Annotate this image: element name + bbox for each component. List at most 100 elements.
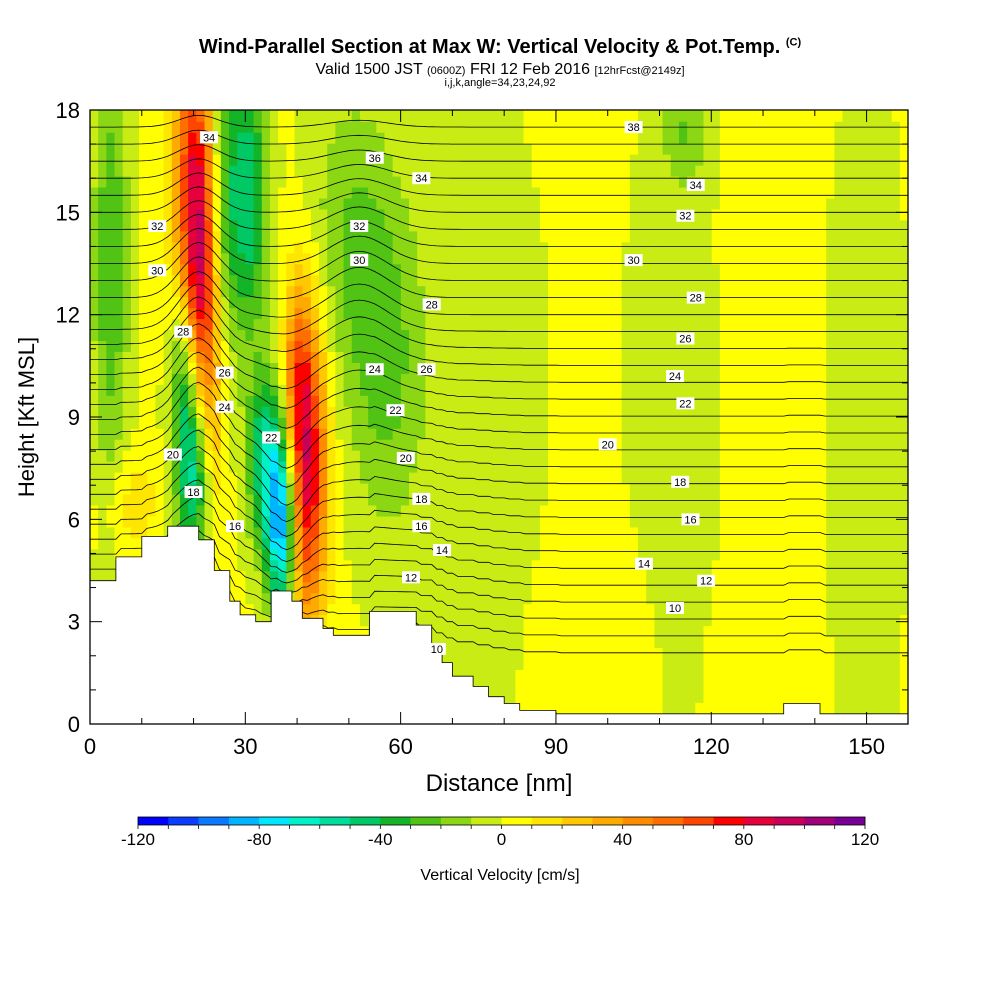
field-cell bbox=[678, 581, 688, 594]
field-cell bbox=[507, 636, 517, 649]
field-cell bbox=[597, 406, 607, 418]
field-cell bbox=[768, 395, 778, 407]
field-cell bbox=[90, 362, 99, 374]
field-cell bbox=[400, 581, 410, 594]
field-cell bbox=[588, 493, 598, 506]
field-cell bbox=[204, 318, 214, 331]
field-cell bbox=[531, 548, 541, 561]
field-cell bbox=[106, 384, 116, 396]
field-cell bbox=[368, 296, 378, 309]
field-cell bbox=[695, 142, 705, 155]
field-cell bbox=[163, 406, 173, 418]
field-cell bbox=[433, 395, 443, 407]
field-cell bbox=[613, 636, 623, 649]
field-cell bbox=[384, 373, 394, 385]
field-cell bbox=[106, 153, 116, 166]
field-cell bbox=[654, 131, 664, 144]
field-cell bbox=[482, 504, 492, 517]
field-cell bbox=[785, 219, 795, 232]
field-cell bbox=[515, 581, 525, 594]
field-cell bbox=[539, 406, 549, 418]
forecast-info: [12hrFcst@2149z] bbox=[594, 65, 685, 77]
field-cell bbox=[785, 625, 795, 638]
field-cell bbox=[703, 515, 713, 528]
field-cell bbox=[220, 120, 230, 133]
field-cell bbox=[638, 603, 648, 616]
field-cell bbox=[261, 438, 271, 451]
field-cell bbox=[155, 340, 165, 353]
field-cell bbox=[319, 384, 329, 396]
field-cell bbox=[171, 186, 181, 199]
field-cell bbox=[793, 395, 803, 407]
field-cell bbox=[638, 219, 648, 232]
field-cell bbox=[204, 417, 214, 429]
field-cell bbox=[155, 504, 165, 517]
field-cell bbox=[695, 427, 705, 440]
field-cell bbox=[752, 285, 762, 298]
field-cell bbox=[237, 406, 247, 418]
field-cell bbox=[801, 197, 811, 210]
field-cell bbox=[760, 230, 770, 243]
field-cell bbox=[662, 110, 672, 122]
field-cell bbox=[556, 702, 566, 714]
field-cell bbox=[564, 296, 574, 309]
field-cell bbox=[179, 263, 189, 276]
field-cell bbox=[343, 186, 353, 199]
field-cell bbox=[368, 131, 378, 144]
field-cell bbox=[278, 471, 288, 484]
field-cell bbox=[278, 449, 288, 462]
field-cell bbox=[98, 241, 108, 254]
field-cell bbox=[548, 669, 558, 681]
field-cell bbox=[629, 351, 639, 363]
field-cell bbox=[335, 219, 345, 232]
field-cell bbox=[359, 263, 369, 276]
field-cell bbox=[122, 438, 132, 451]
field-cell bbox=[441, 592, 451, 605]
field-cell bbox=[302, 186, 312, 199]
field-cell bbox=[515, 438, 525, 451]
field-cell bbox=[253, 241, 263, 254]
field-cell bbox=[490, 362, 500, 374]
field-cell bbox=[670, 680, 680, 692]
field-cell bbox=[417, 274, 427, 287]
field-cell bbox=[785, 175, 795, 188]
field-cell bbox=[458, 373, 468, 385]
field-cell bbox=[654, 296, 664, 309]
field-cell bbox=[130, 449, 140, 462]
field-cell bbox=[310, 274, 320, 287]
field-cell bbox=[523, 647, 533, 660]
field-cell bbox=[809, 504, 819, 517]
field-cell bbox=[368, 570, 378, 583]
field-cell bbox=[359, 241, 369, 254]
field-cell bbox=[106, 164, 116, 177]
field-cell bbox=[139, 142, 149, 155]
field-cell bbox=[760, 625, 770, 638]
field-cell bbox=[539, 219, 549, 232]
field-cell bbox=[90, 438, 99, 451]
field-cell bbox=[269, 131, 279, 144]
field-cell bbox=[343, 351, 353, 363]
field-cell bbox=[204, 208, 214, 221]
field-cell bbox=[237, 581, 247, 594]
field-cell bbox=[458, 647, 468, 660]
field-cell bbox=[670, 110, 680, 122]
field-cell bbox=[801, 548, 811, 561]
field-cell bbox=[335, 417, 345, 429]
field-cell bbox=[229, 219, 239, 232]
field-cell bbox=[400, 460, 410, 473]
field-cell bbox=[409, 526, 418, 539]
field-cell bbox=[245, 252, 255, 265]
field-cell bbox=[801, 570, 811, 583]
field-cell bbox=[793, 329, 803, 342]
field-cell bbox=[507, 153, 517, 166]
field-cell bbox=[719, 658, 729, 670]
field-cell bbox=[278, 559, 288, 572]
field-cell bbox=[171, 230, 181, 243]
field-cell bbox=[482, 427, 492, 440]
field-cell bbox=[744, 680, 754, 692]
field-cell bbox=[98, 186, 108, 199]
field-cell bbox=[204, 351, 214, 363]
field-cell bbox=[302, 153, 312, 166]
field-cell bbox=[425, 581, 435, 594]
field-cell bbox=[130, 482, 140, 495]
